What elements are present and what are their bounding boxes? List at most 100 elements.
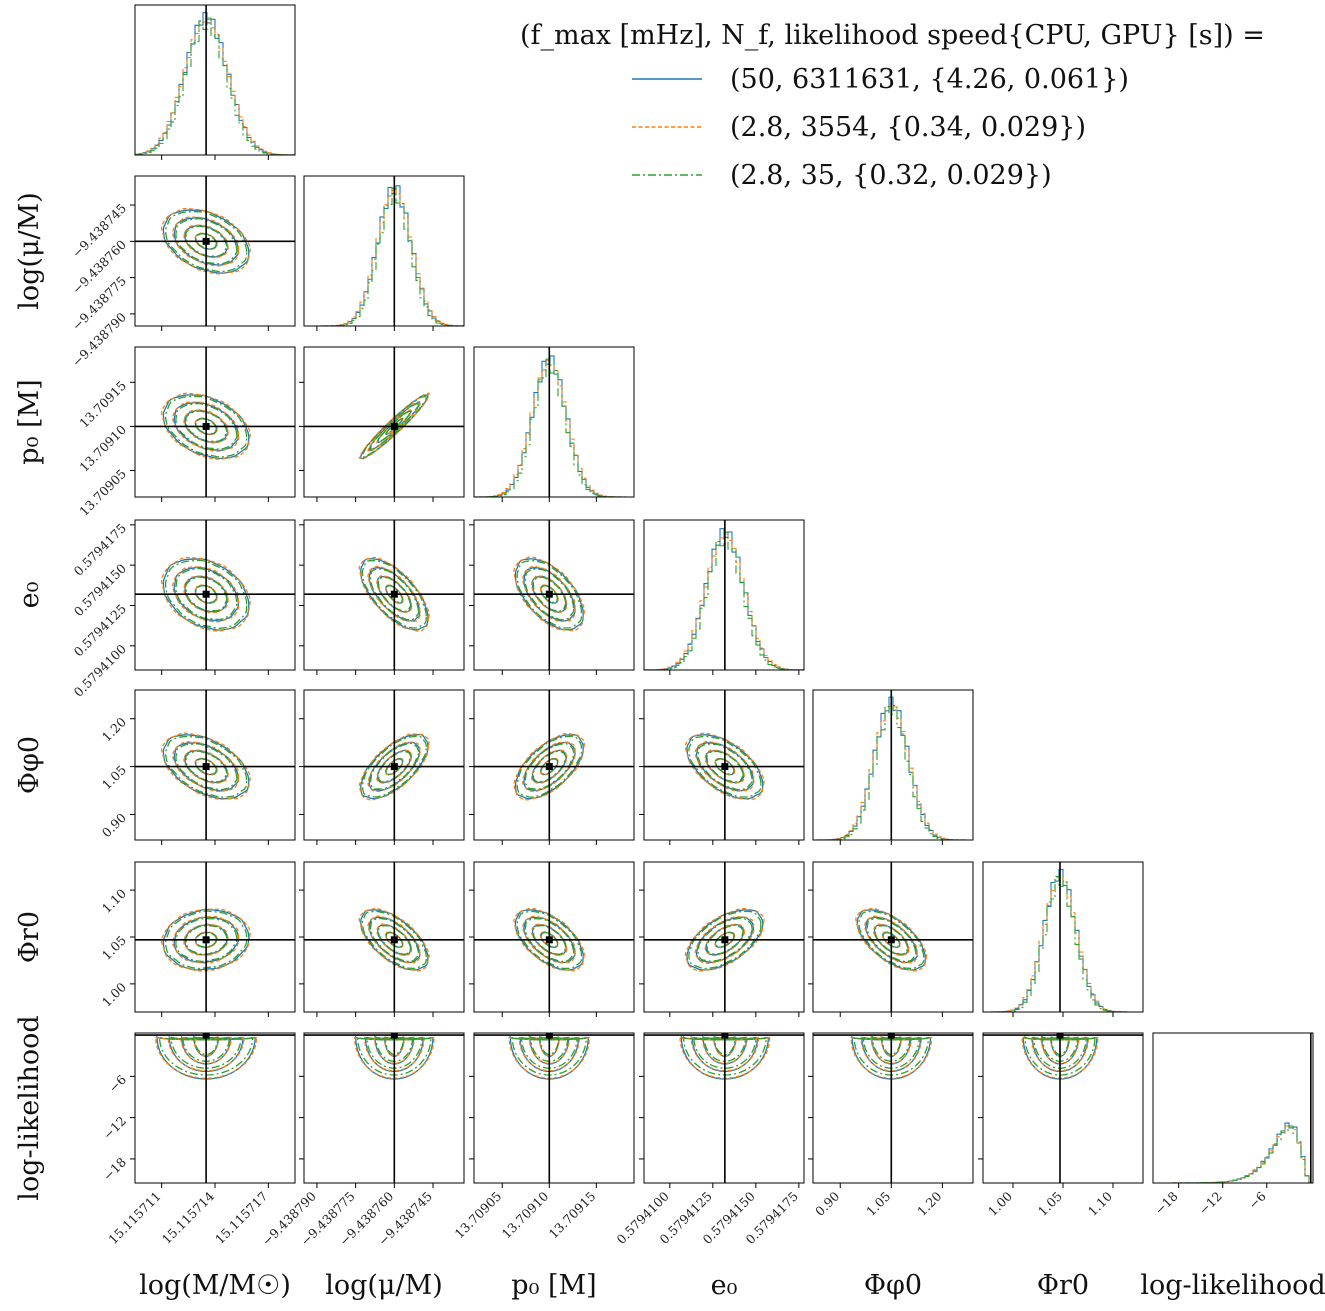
contour-phiphi-logM-s2-l0 [195, 758, 217, 775]
x-tick-label-phir: 1.00 [985, 1188, 1015, 1218]
contour-loglike-p0-s2-l0 [539, 1035, 560, 1056]
contour-loglike-phir-s2-l2 [1033, 1036, 1087, 1069]
panel-frame [473, 519, 635, 671]
contour-logmu-logM-s0-l2 [173, 216, 240, 266]
histogram-e0-series-1 [644, 533, 804, 670]
contour-phir-logmu-s2-l1 [377, 925, 412, 955]
panel-frame [643, 1032, 805, 1184]
x-tick-label-loglike: −6 [1245, 1188, 1269, 1212]
histogram-e0-series-2 [644, 531, 804, 670]
contour-phiphi-e0-s2-l2 [697, 743, 753, 791]
contour-phir-e0-s2-l3 [688, 910, 762, 970]
contour-loglike-logmu-s2-l3 [357, 1036, 432, 1076]
histogram-loglike-series-2 [1153, 1125, 1313, 1183]
contour-loglike-phiphi-s1-l2 [860, 1036, 923, 1072]
panel-phiphi-phiphi [812, 689, 974, 845]
contour-phiphi-logmu-s1-l2 [367, 741, 421, 793]
x-axis-label-loglike: log-likelihood [1140, 1270, 1325, 1301]
contour-loglike-phir-s1-l1 [1040, 1035, 1080, 1065]
contour-p0-logM-s2-l1 [185, 410, 228, 442]
contour-phir-e0-s1-l1 [704, 923, 745, 957]
contour-phiphi-logM-s2-l1 [185, 750, 228, 783]
panel-content [135, 520, 295, 670]
contour-phiphi-p0-s2-l1 [532, 750, 567, 783]
contour-phiphi-logM-s1-l3 [160, 732, 251, 800]
y-axis-label-p0: p₀ [M] [14, 379, 45, 464]
panel-loglike-phir: 1.00 1.05 1.10 [978, 1032, 1144, 1219]
contour-phir-p0-s2-l2 [524, 917, 575, 963]
y-tick-label-phir: 1.00 [99, 979, 129, 1009]
contour-e0-p0-s2-l2 [524, 568, 575, 621]
histogram-p0-series-0 [474, 355, 634, 497]
panel-frame [303, 1032, 465, 1184]
contour-p0-logmu-s1-l3 [358, 392, 430, 460]
panel-loglike-logmu: −9.438790−9.438775−9.438760−9.438745 [259, 1032, 465, 1249]
contour-phir-logmu-s2-l2 [369, 917, 420, 963]
contour-loglike-logM-s2-l2 [170, 1036, 242, 1069]
contour-loglike-phiphi-s1-l1 [870, 1035, 913, 1065]
contour-phir-phiphi-s1-l3 [855, 907, 928, 972]
contour-loglike-phiphi-s2-l0 [881, 1036, 902, 1056]
contour-phir-logM-s2-l3 [164, 910, 248, 970]
contour-phiphi-logmu-s2-l3 [361, 735, 427, 798]
panel-content [304, 690, 464, 840]
contour-p0-logM-s0-l3 [162, 394, 250, 460]
contour-loglike-phir-s1-l3 [1021, 1036, 1099, 1079]
panel-frame [303, 346, 465, 498]
y-axis-label-e0: e₀ [14, 581, 45, 608]
histogram-e0-series-0 [644, 528, 804, 670]
contour-phir-p0-s2-l1 [532, 924, 567, 955]
x-tick-label-loglike: −12 [1196, 1189, 1225, 1218]
x-tick-label-logM: 15.115711 [105, 1189, 163, 1247]
panel-content [813, 1033, 973, 1183]
contour-phiphi-logmu-s2-l0 [385, 758, 403, 775]
panel-content [304, 1033, 464, 1183]
histogram-phiphi-series-2 [813, 704, 973, 840]
contour-logmu-logM-s1-l0 [194, 232, 218, 251]
y-tick-label-phiphi: 1.20 [99, 714, 129, 744]
y-axis-label-phiphi: Φφ0 [14, 736, 45, 794]
panel-frame [643, 519, 805, 671]
panel-content [474, 690, 634, 840]
panel-frame [1152, 1032, 1314, 1184]
contour-p0-logM-s0-l2 [173, 401, 240, 452]
contour-phir-e0-s1-l2 [694, 916, 755, 964]
histogram-phir-series-0 [983, 868, 1143, 1012]
y-tick-label-phiphi: 0.90 [99, 810, 129, 840]
x-tick-label-phiphi: 1.05 [863, 1189, 893, 1219]
contour-phir-phiphi-s2-l3 [858, 910, 925, 970]
y-tick-label-loglike: −18 [100, 1154, 129, 1183]
panel-content [135, 347, 295, 497]
panel-content [983, 862, 1143, 1012]
contour-phiphi-e0-s2-l0 [715, 758, 735, 775]
x-axis-label-p0: p₀ [M] [511, 1270, 596, 1301]
contour-loglike-phir-s1-l0 [1049, 1035, 1071, 1057]
panel-content [304, 176, 464, 326]
x-axis-label-e0: e₀ [711, 1270, 738, 1301]
panel-p0-logmu [299, 346, 465, 502]
contour-p0-logM-s1-l1 [183, 409, 229, 444]
contour-loglike-phiphi-s2-l2 [862, 1036, 920, 1069]
panel-frame [134, 346, 296, 498]
panel-content [135, 862, 295, 1012]
panel-phir-p0 [469, 861, 635, 1017]
contour-phir-logM-s0-l3 [162, 908, 250, 971]
panel-content [135, 176, 295, 326]
x-axis-label-phir: Φr0 [1037, 1270, 1089, 1301]
contour-phir-phiphi-s1-l2 [863, 915, 918, 964]
panel-logmu-logmu [303, 175, 465, 331]
contour-logmu-logM-s0-l3 [162, 209, 250, 274]
panel-content [644, 520, 804, 670]
y-axis-label-logmu: log(μ/M) [14, 192, 45, 310]
y-tick-label-p0: 13.70915 [76, 378, 129, 431]
contour-e0-p0-s2-l0 [540, 584, 559, 604]
contour-p0-logmu-s2-l1 [377, 410, 412, 443]
contour-phir-logmu-s2-l3 [361, 910, 427, 970]
contour-phir-logM-s1-l2 [171, 915, 240, 964]
